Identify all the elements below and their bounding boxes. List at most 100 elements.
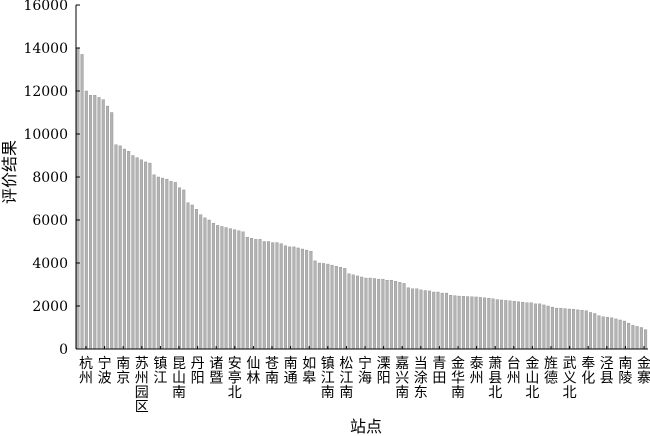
bar [114, 144, 118, 350]
bar [330, 264, 334, 350]
bar [343, 268, 347, 350]
bar [372, 278, 376, 350]
bar [326, 263, 330, 350]
x-tick-label: 金寨 [637, 356, 650, 387]
bar [525, 302, 529, 350]
x-tick-label: 诸暨 [209, 356, 223, 387]
bar [533, 303, 537, 350]
x-tick-label: 宁波 [98, 355, 112, 387]
x-tick-label: 台州 [507, 356, 521, 387]
bar [313, 260, 317, 350]
y-tick-label: 6000 [32, 213, 68, 229]
x-tick-label: 南通 [284, 356, 298, 387]
x-axis-label: 站点 [350, 417, 382, 436]
bar [538, 303, 542, 350]
bar [317, 262, 321, 350]
bar [415, 288, 419, 350]
bar [339, 267, 343, 350]
bar [521, 301, 525, 350]
x-tick-label: 镇江南 [321, 356, 335, 401]
bar [93, 95, 97, 350]
x-ticks-group: 杭州宁波南京苏州园区镇江昆山南丹阳诸暨安亭北仙林苍南南通如皋镇江南松江南宁海溧阳… [79, 346, 650, 416]
bar [385, 280, 389, 350]
bar [89, 95, 93, 350]
bar [292, 246, 296, 350]
bar [635, 326, 639, 350]
bar [233, 229, 237, 350]
bar [296, 247, 300, 350]
bar [605, 316, 609, 350]
bar [572, 309, 576, 350]
y-axis-label: 评价结果 [0, 140, 19, 204]
bar [254, 239, 258, 350]
bar [173, 182, 177, 350]
bar [512, 301, 516, 350]
bar [364, 277, 368, 350]
bar [618, 319, 622, 350]
bar [300, 248, 304, 350]
bar [334, 266, 338, 350]
bar [237, 230, 241, 350]
x-tick-label: 丹阳 [191, 356, 205, 387]
bar [631, 325, 635, 350]
bar [576, 309, 580, 350]
x-tick-label: 昆山南 [172, 356, 186, 401]
bar [228, 228, 232, 350]
bar [559, 307, 563, 350]
bar [250, 238, 254, 350]
bar [275, 242, 279, 350]
bar [135, 157, 139, 350]
x-tick-label: 泰州 [470, 356, 484, 387]
bar [165, 178, 169, 350]
bar [622, 320, 626, 350]
bar [216, 225, 220, 350]
bar [440, 292, 444, 350]
bar [491, 298, 495, 350]
bar [224, 227, 228, 350]
y-tick-label: 14000 [23, 41, 68, 57]
bar [368, 277, 372, 350]
bar [627, 323, 631, 350]
bar [584, 310, 588, 350]
bar [398, 282, 402, 350]
bar [211, 223, 215, 350]
bar [546, 305, 550, 350]
bar [351, 274, 355, 350]
bar [461, 296, 465, 350]
bar [190, 204, 194, 350]
bar [127, 150, 131, 350]
x-tick-label: 仙林 [246, 356, 260, 387]
x-tick-label: 苏州园区 [135, 356, 149, 416]
bar [394, 281, 398, 350]
bar [487, 298, 491, 350]
bar [478, 297, 482, 350]
bar [377, 278, 381, 350]
bar [644, 329, 648, 350]
bar [322, 263, 326, 350]
bar [550, 306, 554, 350]
bar [466, 296, 470, 350]
x-tick-label: 南京 [116, 356, 130, 387]
bar [182, 189, 186, 350]
bar [542, 304, 546, 350]
x-tick-label: 金山北 [525, 356, 539, 401]
bar [271, 242, 275, 350]
bar [601, 316, 605, 350]
bar [588, 312, 593, 350]
y-tick-label: 16000 [23, 0, 68, 14]
bar [402, 283, 406, 350]
bar [203, 217, 207, 350]
y-tick-label: 2000 [32, 299, 68, 315]
x-tick-label: 青田 [432, 356, 446, 387]
bar [139, 159, 143, 350]
bar [161, 177, 165, 350]
bar [597, 315, 601, 350]
bar [444, 292, 448, 350]
x-tick-label: 金华南 [451, 356, 465, 401]
bar [80, 54, 84, 350]
bar [389, 280, 393, 350]
bar [474, 296, 478, 350]
bar [516, 301, 520, 350]
y-tick-label: 0 [59, 342, 68, 358]
x-tick-label: 宁海 [358, 355, 372, 387]
